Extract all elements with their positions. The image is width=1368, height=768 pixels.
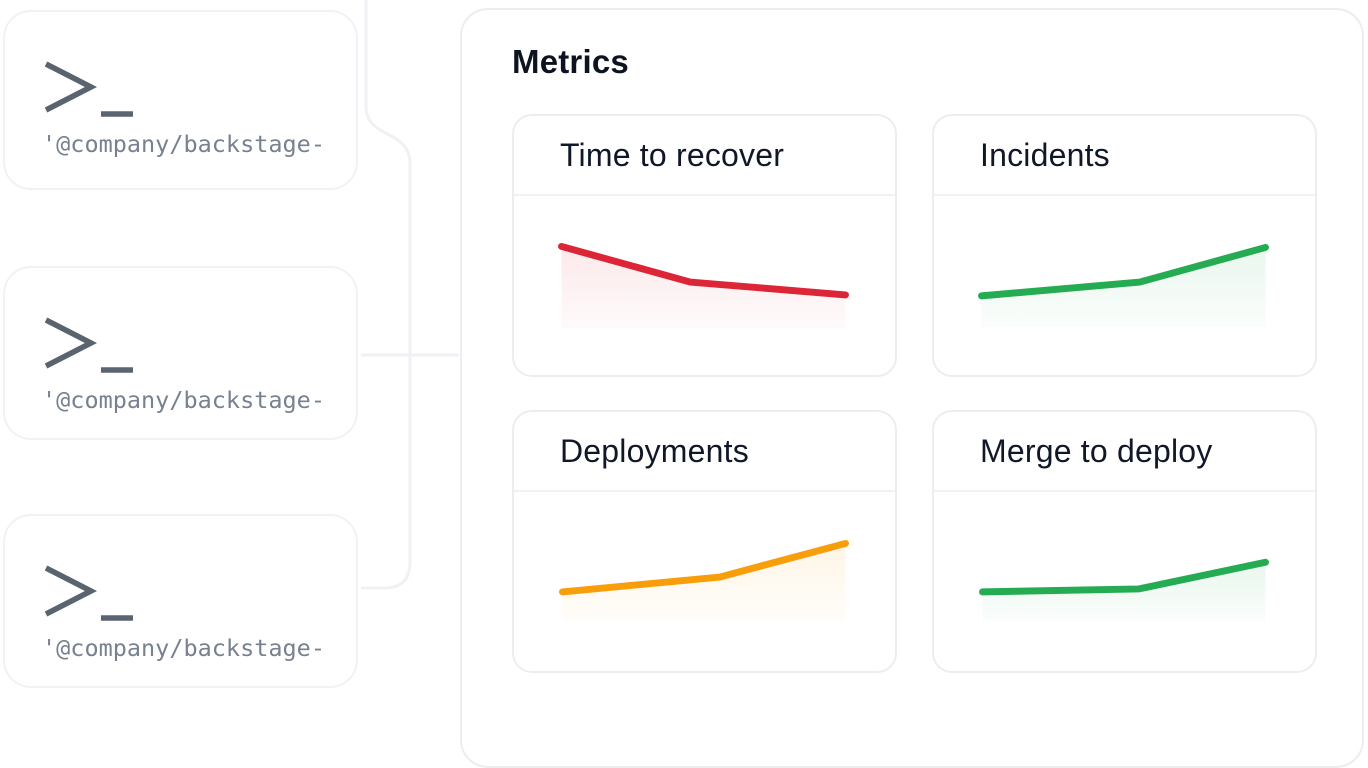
terminal-command-text: '@company/backstage- <box>42 386 325 414</box>
metric-card-body <box>514 196 895 375</box>
metric-card-merge-to-deploy: Merge to deploy <box>932 410 1317 673</box>
connector-lines <box>361 0 459 590</box>
terminal-card-1: '@company/backstage- <box>3 10 358 190</box>
metric-card-title: Deployments <box>560 432 749 469</box>
terminal-icon <box>44 61 133 117</box>
metric-card-body <box>934 196 1315 375</box>
terminal-command-text: '@company/backstage- <box>42 130 325 158</box>
metric-card-header: Merge to deploy <box>934 412 1315 492</box>
metrics-panel: Metrics Time to recover Incidents Deploy… <box>460 8 1364 768</box>
metric-card-incidents: Incidents <box>932 114 1317 377</box>
metric-card-header: Incidents <box>934 116 1315 196</box>
metric-card-title: Merge to deploy <box>980 432 1213 469</box>
metric-card-header: Time to recover <box>514 116 895 196</box>
metric-card-title: Incidents <box>980 136 1110 173</box>
deployments-sparkline-chart <box>559 539 849 621</box>
merge-to-deploy-sparkline-chart <box>979 558 1269 621</box>
incidents-sparkline-chart <box>978 243 1269 328</box>
metrics-panel-title: Metrics <box>512 43 629 80</box>
terminal-command-text: '@company/backstage- <box>42 634 325 662</box>
metrics-grid: Time to recover Incidents Deployments <box>512 114 1317 673</box>
metric-card-body <box>514 492 895 671</box>
terminal-icon <box>44 565 133 621</box>
terminal-icon <box>44 317 133 373</box>
connector-line-top-elbow <box>361 0 412 590</box>
metric-card-time-to-recover: Time to recover <box>512 114 897 377</box>
metric-card-title: Time to recover <box>560 136 785 173</box>
metric-card-header: Deployments <box>514 412 895 492</box>
terminal-card-2: '@company/backstage- <box>3 266 358 440</box>
terminal-card-3: '@company/backstage- <box>3 514 358 688</box>
metric-card-body <box>934 492 1315 671</box>
time-to-recover-sparkline-chart <box>558 242 849 329</box>
metric-card-deployments: Deployments <box>512 410 897 673</box>
